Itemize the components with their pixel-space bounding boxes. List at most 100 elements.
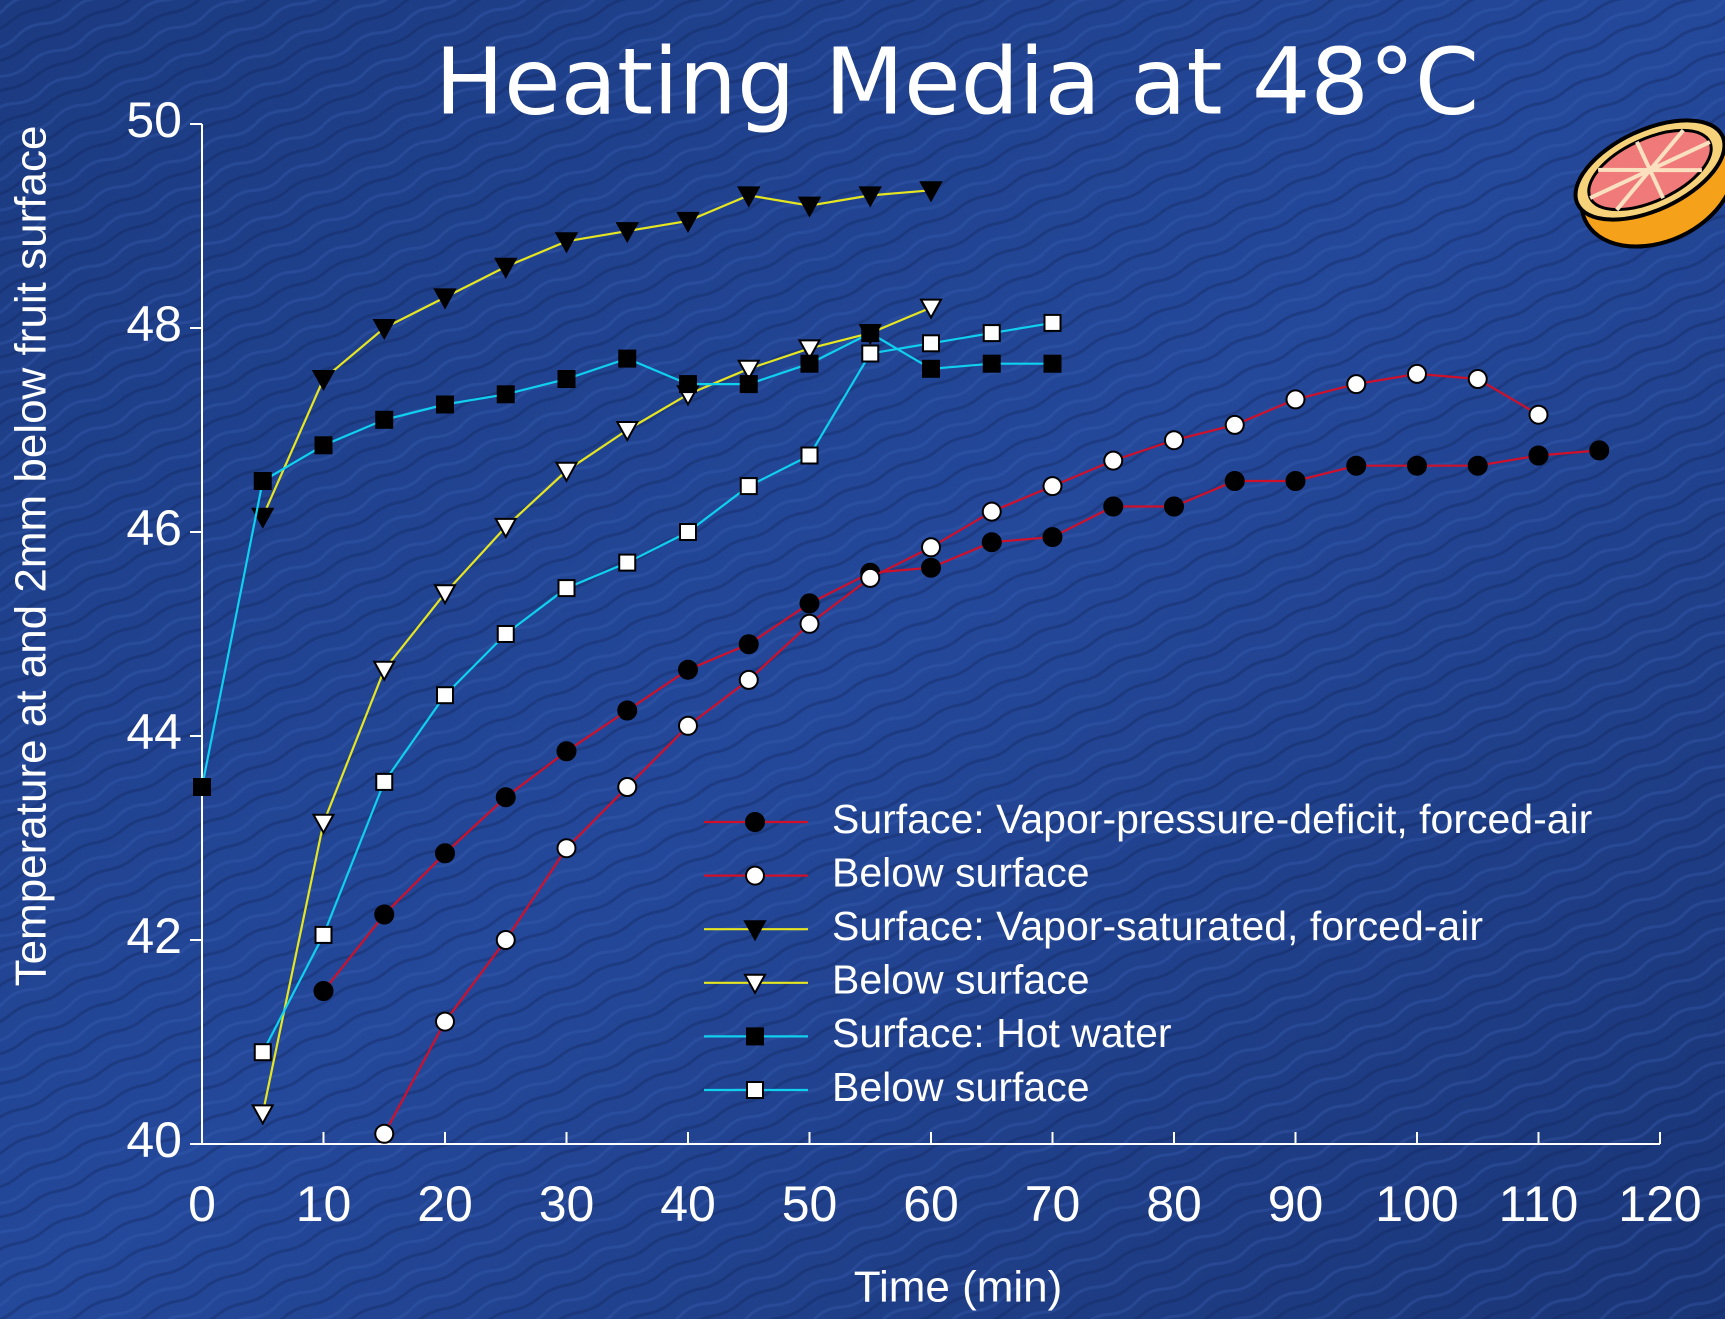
data-point xyxy=(1469,370,1487,388)
data-point xyxy=(437,397,453,413)
data-point xyxy=(255,1044,271,1060)
data-point xyxy=(498,626,514,642)
data-point xyxy=(862,325,878,341)
legend-marker xyxy=(747,1082,763,1098)
x-tick-label: 40 xyxy=(660,1176,716,1232)
x-tick-label: 60 xyxy=(903,1176,959,1232)
data-point xyxy=(497,788,515,806)
x-tick-label: 50 xyxy=(782,1176,838,1232)
data-point xyxy=(984,325,1000,341)
data-point xyxy=(984,356,1000,372)
data-point xyxy=(618,778,636,796)
data-point xyxy=(1044,477,1062,495)
legend-marker xyxy=(747,1028,763,1044)
data-point xyxy=(801,615,819,633)
y-tick-label: 46 xyxy=(126,500,182,556)
data-point xyxy=(1530,447,1548,465)
data-point xyxy=(559,371,575,387)
legend-marker xyxy=(746,813,764,831)
data-point xyxy=(1347,457,1365,475)
data-point xyxy=(1044,528,1062,546)
data-point xyxy=(1104,498,1122,516)
legend-marker xyxy=(746,867,764,885)
legend-label: Below surface xyxy=(832,1064,1090,1110)
y-tick-label: 44 xyxy=(126,704,182,760)
chart: Heating Media at 48°C Time (min) Tempera… xyxy=(0,0,1725,1319)
x-tick-label: 20 xyxy=(417,1176,473,1232)
data-point xyxy=(1469,457,1487,475)
x-tick-label: 110 xyxy=(1499,1176,1579,1232)
data-point xyxy=(1530,406,1548,424)
data-point xyxy=(1408,365,1426,383)
data-point xyxy=(679,661,697,679)
x-axis-label: Time (min) xyxy=(854,1263,1063,1312)
data-point xyxy=(1408,457,1426,475)
y-tick-label: 40 xyxy=(126,1112,182,1168)
data-point xyxy=(315,982,333,1000)
data-point xyxy=(922,538,940,556)
data-point xyxy=(497,931,515,949)
data-point xyxy=(1165,498,1183,516)
data-point xyxy=(983,503,1001,521)
legend-label: Below surface xyxy=(832,957,1090,1003)
legend-label: Surface: Hot water xyxy=(832,1010,1172,1056)
y-axis-label: Temperature at and 2mm below fruit surfa… xyxy=(7,126,56,987)
data-point xyxy=(1590,441,1608,459)
data-point xyxy=(559,580,575,596)
data-point xyxy=(436,1013,454,1031)
data-point xyxy=(1045,315,1061,331)
data-point xyxy=(680,524,696,540)
x-tick-label: 30 xyxy=(539,1176,595,1232)
data-point xyxy=(1045,356,1061,372)
data-point xyxy=(375,906,393,924)
data-point xyxy=(619,351,635,367)
background-texture xyxy=(0,0,1725,1319)
x-tick-label: 120 xyxy=(1618,1176,1701,1232)
data-point xyxy=(436,844,454,862)
data-point xyxy=(861,569,879,587)
x-tick-label: 100 xyxy=(1375,1176,1458,1232)
x-tick-label: 0 xyxy=(188,1176,216,1232)
data-point xyxy=(376,774,392,790)
x-tick-label: 90 xyxy=(1268,1176,1324,1232)
data-point xyxy=(741,478,757,494)
data-point xyxy=(1287,472,1305,490)
data-point xyxy=(802,356,818,372)
data-point xyxy=(1165,431,1183,449)
data-point xyxy=(316,437,332,453)
data-point xyxy=(558,839,576,857)
data-point xyxy=(923,361,939,377)
data-point xyxy=(1287,390,1305,408)
legend-label: Surface: Vapor-saturated, forced-air xyxy=(832,903,1483,949)
data-point xyxy=(679,717,697,735)
legend-label: Surface: Vapor-pressure-deficit, forced-… xyxy=(832,796,1592,842)
data-point xyxy=(862,346,878,362)
data-point xyxy=(1226,416,1244,434)
data-point xyxy=(1226,472,1244,490)
data-point xyxy=(741,376,757,392)
data-point xyxy=(194,779,210,795)
legend-label: Below surface xyxy=(832,849,1090,895)
y-tick-label: 50 xyxy=(126,92,182,148)
data-point xyxy=(802,448,818,464)
data-point xyxy=(680,376,696,392)
data-point xyxy=(801,594,819,612)
data-point xyxy=(922,559,940,577)
data-point xyxy=(376,412,392,428)
data-point xyxy=(923,335,939,351)
x-tick-label: 10 xyxy=(296,1176,352,1232)
chart-title: Heating Media at 48°C xyxy=(435,28,1479,135)
x-tick-label: 70 xyxy=(1025,1176,1081,1232)
x-tick-label: 80 xyxy=(1146,1176,1202,1232)
data-point xyxy=(983,533,1001,551)
data-point xyxy=(558,742,576,760)
data-point xyxy=(255,473,271,489)
y-tick-label: 42 xyxy=(126,908,182,964)
data-point xyxy=(437,687,453,703)
data-point xyxy=(1104,452,1122,470)
y-tick-label: 48 xyxy=(126,296,182,352)
data-point xyxy=(740,635,758,653)
data-point xyxy=(375,1125,393,1143)
data-point xyxy=(740,671,758,689)
data-point xyxy=(619,555,635,571)
